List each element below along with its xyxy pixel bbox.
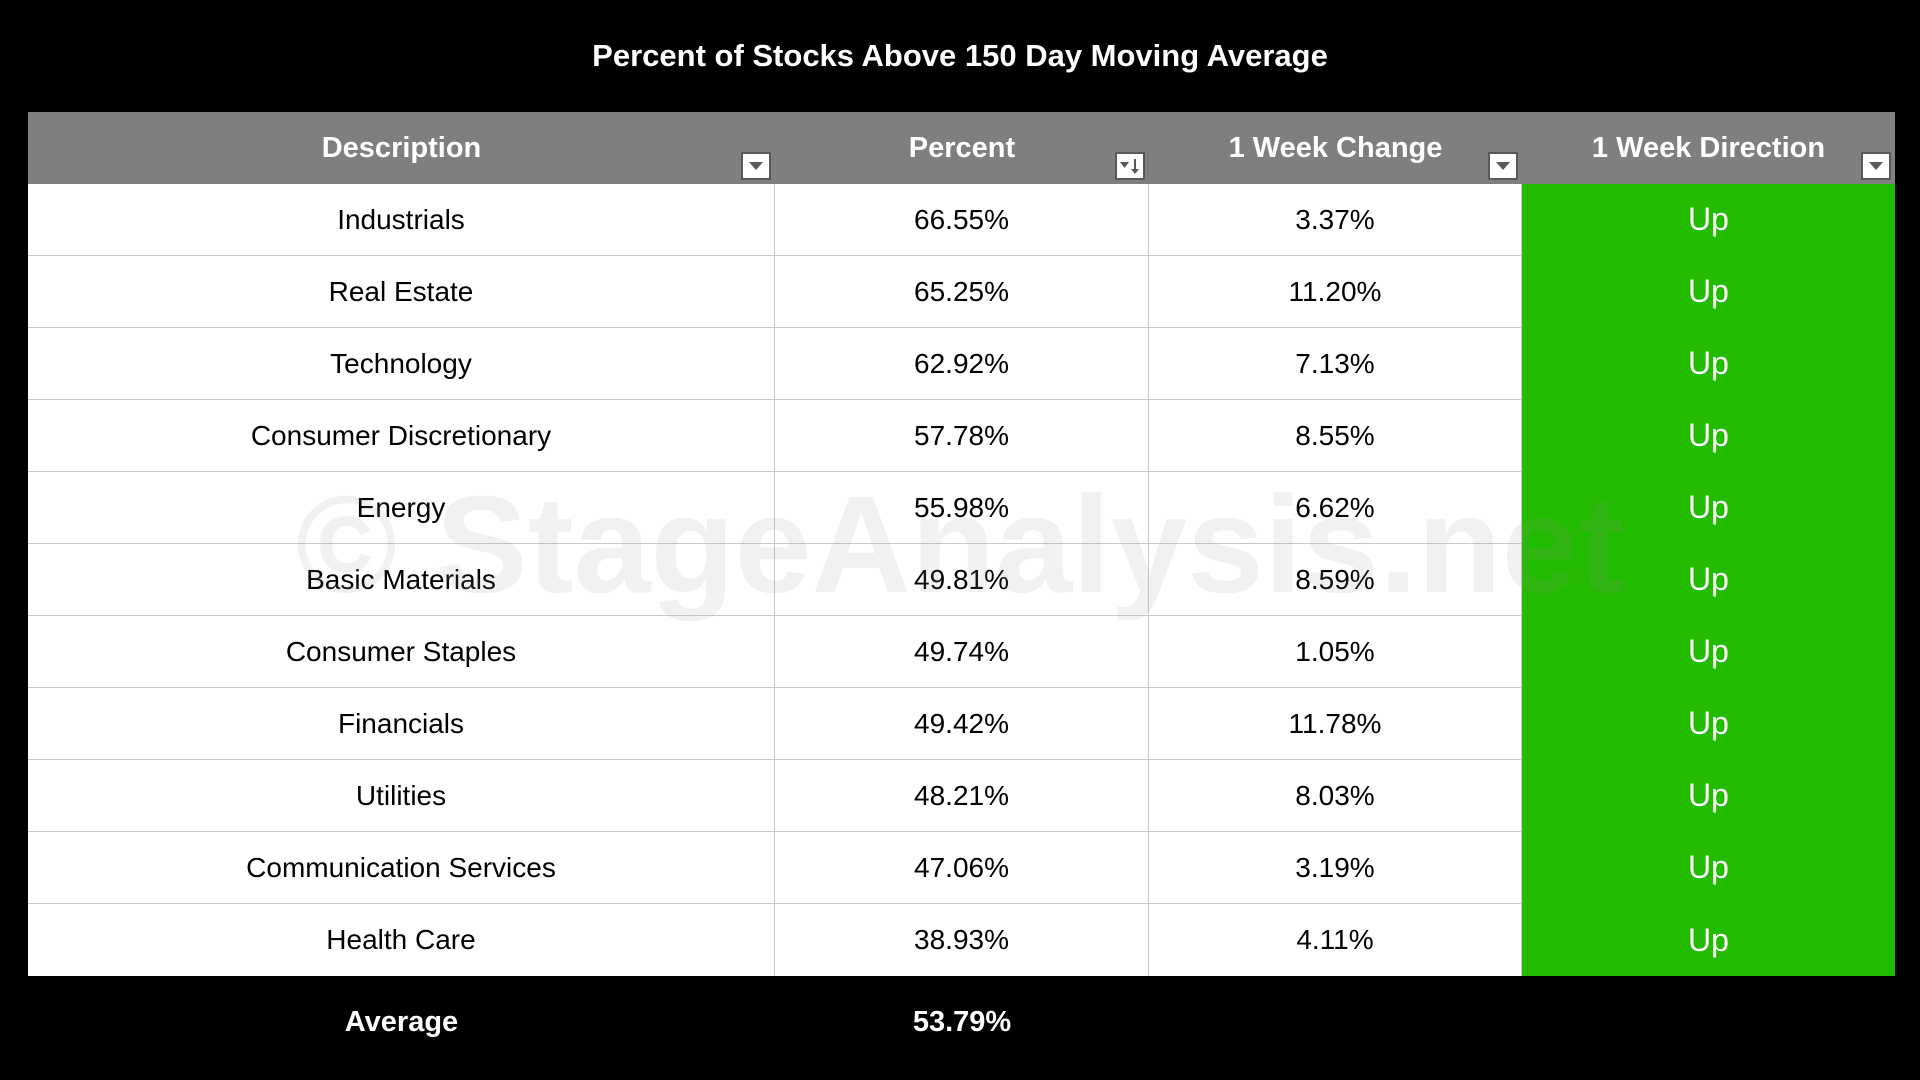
column-header-description: Description (28, 112, 775, 184)
percent-cell: 65.25% (775, 256, 1149, 328)
sort-descending-icon (1120, 159, 1139, 174)
sort-filter-button[interactable] (1115, 152, 1145, 180)
percent-cell: 49.42% (775, 688, 1149, 760)
week-direction-cell: Up (1522, 904, 1895, 976)
column-header-percent: Percent (775, 112, 1149, 184)
average-value: 53.79% (912, 1005, 1012, 1038)
column-header-week-direction: 1 Week Direction (1522, 112, 1895, 184)
week-change-cell: 3.19% (1149, 832, 1522, 904)
header-row: Description Percent 1 Week Change 1 Week… (28, 112, 1895, 184)
filter-dropdown-button[interactable] (1861, 152, 1891, 180)
week-direction-cell: Up (1522, 760, 1895, 832)
table-row: Financials 49.42% 11.78% Up (28, 688, 1895, 760)
percent-cell: 38.93% (775, 904, 1149, 976)
week-change-cell: 4.11% (1149, 904, 1522, 976)
table-row: Utilities 48.21% 8.03% Up (28, 760, 1895, 832)
dropdown-arrow-icon (1496, 162, 1510, 170)
footer-empty-cell (1522, 976, 1895, 1068)
data-table: Description Percent 1 Week Change 1 Week… (28, 112, 1895, 1068)
week-change-cell: 6.62% (1149, 472, 1522, 544)
percent-cell: 57.78% (775, 400, 1149, 472)
week-direction-cell: Up (1522, 184, 1895, 256)
dropdown-arrow-icon (1869, 162, 1883, 170)
percent-cell: 62.92% (775, 328, 1149, 400)
description-cell: Real Estate (28, 256, 775, 328)
week-change-cell: 11.78% (1149, 688, 1522, 760)
table-row: Health Care 38.93% 4.11% Up (28, 904, 1895, 976)
footer-row: Average 53.79% (28, 976, 1895, 1068)
description-cell: Consumer Staples (28, 616, 775, 688)
description-cell: Energy (28, 472, 775, 544)
week-change-cell: 8.59% (1149, 544, 1522, 616)
table-row: Real Estate 65.25% 11.20% Up (28, 256, 1895, 328)
percent-cell: 66.55% (775, 184, 1149, 256)
description-cell: Utilities (28, 760, 775, 832)
week-change-cell: 8.55% (1149, 400, 1522, 472)
table-body: Industrials 66.55% 3.37% Up Real Estate 65.25… (28, 184, 1895, 976)
table-row: Communication Services 47.06% 3.19% Up (28, 832, 1895, 904)
week-direction-cell: Up (1522, 616, 1895, 688)
percent-cell: 55.98% (775, 472, 1149, 544)
week-change-cell: 1.05% (1149, 616, 1522, 688)
table-row: Consumer Staples 49.74% 1.05% Up (28, 616, 1895, 688)
column-header-label: Description (321, 131, 482, 164)
percent-cell: 49.81% (775, 544, 1149, 616)
table-row: Consumer Discretionary 57.78% 8.55% Up (28, 400, 1895, 472)
description-cell: Technology (28, 328, 775, 400)
description-cell: Communication Services (28, 832, 775, 904)
column-header-label: Percent (908, 131, 1016, 164)
table-row: Industrials 66.55% 3.37% Up (28, 184, 1895, 256)
description-cell: Consumer Discretionary (28, 400, 775, 472)
description-cell: Basic Materials (28, 544, 775, 616)
week-change-cell: 8.03% (1149, 760, 1522, 832)
filter-dropdown-button[interactable] (1488, 152, 1518, 180)
percent-cell: 49.74% (775, 616, 1149, 688)
description-cell: Industrials (28, 184, 775, 256)
column-header-week-change: 1 Week Change (1149, 112, 1522, 184)
column-header-label: 1 Week Change (1228, 131, 1443, 164)
table-row: Basic Materials 49.81% 8.59% Up (28, 544, 1895, 616)
percent-cell: 47.06% (775, 832, 1149, 904)
week-direction-cell: Up (1522, 472, 1895, 544)
week-change-cell: 7.13% (1149, 328, 1522, 400)
description-cell: Health Care (28, 904, 775, 976)
week-direction-cell: Up (1522, 544, 1895, 616)
average-label: Average (344, 1005, 459, 1038)
footer-empty-cell (1149, 976, 1522, 1068)
dropdown-arrow-icon (749, 162, 763, 170)
percent-cell: 48.21% (775, 760, 1149, 832)
week-change-cell: 3.37% (1149, 184, 1522, 256)
week-direction-cell: Up (1522, 256, 1895, 328)
description-cell: Financials (28, 688, 775, 760)
column-header-label: 1 Week Direction (1591, 131, 1826, 164)
table-title: Percent of Stocks Above 150 Day Moving A… (592, 38, 1328, 73)
week-change-cell: 11.20% (1149, 256, 1522, 328)
week-direction-cell: Up (1522, 832, 1895, 904)
table-row: Technology 62.92% 7.13% Up (28, 328, 1895, 400)
week-direction-cell: Up (1522, 328, 1895, 400)
week-direction-cell: Up (1522, 400, 1895, 472)
filter-dropdown-button[interactable] (741, 152, 771, 180)
week-direction-cell: Up (1522, 688, 1895, 760)
table-row: Energy 55.98% 6.62% Up (28, 472, 1895, 544)
